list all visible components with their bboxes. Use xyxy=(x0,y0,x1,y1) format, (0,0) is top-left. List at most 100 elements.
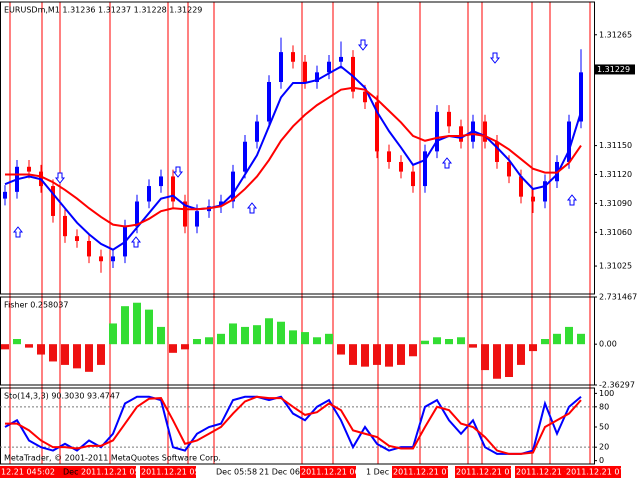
y-tick-label: 0 xyxy=(599,456,604,465)
fisher-bar xyxy=(217,333,225,345)
candle-body xyxy=(183,201,187,227)
candle-body xyxy=(315,72,319,82)
stochastic-line xyxy=(4,395,582,455)
candle-body xyxy=(27,166,31,172)
candle-body xyxy=(387,151,391,162)
candle-body xyxy=(147,186,151,202)
fisher-bar xyxy=(385,344,393,367)
y-tick-label: 1.31090 xyxy=(599,199,632,208)
moving-average xyxy=(4,65,582,251)
time-label: 2011.12.21 07 xyxy=(393,468,452,477)
fisher-bar xyxy=(373,344,381,365)
candle-body xyxy=(279,52,283,82)
candle-body xyxy=(531,196,535,202)
down-arrow xyxy=(54,172,66,184)
down-arrow xyxy=(357,39,369,51)
time-label: 2011.12.21 07:4 xyxy=(516,468,582,477)
fisher-bar xyxy=(433,337,441,345)
stochastic-line xyxy=(5,395,582,455)
time-label-bg xyxy=(36,466,92,478)
candle-body xyxy=(411,171,415,187)
candle-body xyxy=(291,52,295,62)
fisher-bar xyxy=(277,321,285,345)
candle-body xyxy=(363,91,367,103)
y-tick-label: 0.00 xyxy=(599,340,617,349)
time-label-bg xyxy=(140,466,196,478)
candle-body xyxy=(459,126,463,142)
y-tick-label: -2.36297 xyxy=(599,381,635,390)
time-label-bg xyxy=(300,466,356,478)
panel-title: Sto(14,3,3) 90.3030 93.4747 xyxy=(4,392,120,401)
fisher-bar xyxy=(97,344,105,365)
time-label: 5:02 xyxy=(37,468,55,477)
candle-body xyxy=(219,201,223,207)
fisher-bar xyxy=(565,326,573,345)
candle-body xyxy=(255,121,259,142)
candle-body xyxy=(507,161,511,177)
fisher-bar xyxy=(37,344,45,355)
fisher-bar xyxy=(337,344,345,355)
panel-title: EURUSDm,M1 1.31236 1.31237 1.31228 1.312… xyxy=(4,6,202,15)
candle-body xyxy=(135,201,139,227)
fisher-bar xyxy=(193,339,201,345)
candle-body xyxy=(543,181,547,202)
up-arrow xyxy=(441,157,453,169)
y-tick-label: 1.31265 xyxy=(599,30,632,39)
time-label: 2011.12.21 05:52 xyxy=(141,468,212,477)
fisher-bar xyxy=(409,344,417,357)
fisher-bar xyxy=(529,344,537,352)
candle-body xyxy=(447,111,451,127)
candle-body xyxy=(495,141,499,162)
y-tick-label: 2.731467 xyxy=(599,293,637,302)
price-box xyxy=(595,64,635,75)
y-tick-label: 1.31025 xyxy=(599,262,632,271)
fisher-bar xyxy=(241,326,249,345)
y-tick-label: 1.31120 xyxy=(599,170,632,179)
fisher-bar xyxy=(301,332,309,345)
moving-average xyxy=(5,86,582,228)
fisher-bar xyxy=(121,306,129,345)
candle-body xyxy=(579,72,583,122)
candle-body xyxy=(63,215,67,237)
current-price: 1.31229 xyxy=(597,65,630,74)
fisher-bar xyxy=(145,309,153,345)
fisher-bar xyxy=(445,339,453,345)
fisher-bar xyxy=(517,344,525,365)
time-label: 1 Dec 0 xyxy=(366,468,397,477)
candle-body xyxy=(567,121,571,162)
fisher-bar xyxy=(25,344,33,348)
y-tick-label: 1.31150 xyxy=(599,141,632,150)
time-label: Dec xyxy=(63,468,78,477)
fisher-bar xyxy=(541,339,549,345)
fisher-bar xyxy=(61,344,69,365)
fisher-bar xyxy=(469,344,477,348)
fisher-bar xyxy=(577,333,585,345)
fisher-bar xyxy=(457,337,465,345)
candle-body xyxy=(51,186,55,216)
time-label-bg xyxy=(455,466,511,478)
candle-body xyxy=(399,161,403,172)
panel-frame xyxy=(0,296,595,386)
fisher-bar xyxy=(49,344,57,362)
candle-body xyxy=(519,176,523,197)
fisher-bar xyxy=(109,323,117,345)
candle-body xyxy=(267,81,271,122)
fisher-bar xyxy=(493,344,501,379)
candle-body xyxy=(171,176,175,202)
fisher-bar xyxy=(553,333,561,345)
candle-body xyxy=(435,111,439,152)
time-label-bg xyxy=(515,466,571,478)
time-label-bg xyxy=(565,466,621,478)
up-arrow xyxy=(246,202,258,214)
fisher-bar xyxy=(1,344,9,350)
candle-body xyxy=(195,211,199,227)
candle-body xyxy=(75,236,79,241)
y-tick-label: 100 xyxy=(599,389,614,398)
time-label: 2011.12.21 07:21 xyxy=(456,468,527,477)
up-arrow xyxy=(130,236,142,248)
fisher-bar xyxy=(169,344,177,353)
fisher-bar xyxy=(253,325,261,345)
y-tick-label: 20 xyxy=(599,443,609,452)
candle-body xyxy=(483,121,487,142)
